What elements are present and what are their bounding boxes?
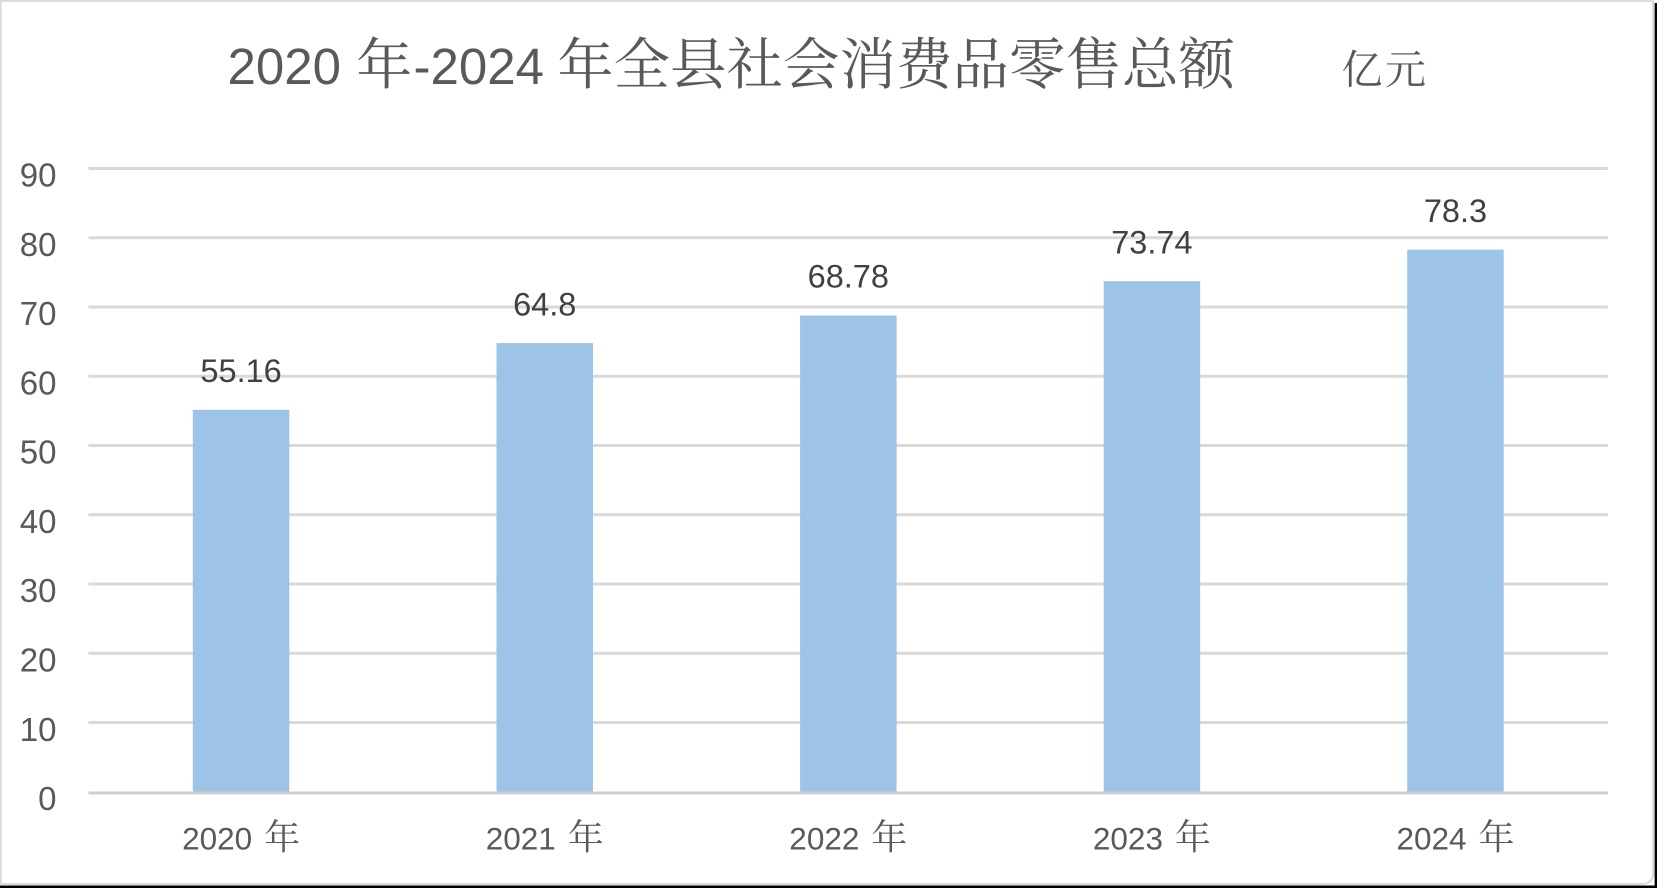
- svg-text:60: 60: [20, 365, 57, 402]
- svg-text:78.3: 78.3: [1424, 193, 1487, 229]
- svg-text:10: 10: [20, 711, 57, 748]
- svg-text:64.8: 64.8: [513, 286, 576, 322]
- svg-text:90: 90: [20, 157, 57, 194]
- svg-text:73.74: 73.74: [1111, 224, 1192, 260]
- svg-text:2020: 2020: [182, 821, 252, 857]
- svg-text:80: 80: [20, 226, 57, 263]
- svg-text:30: 30: [20, 572, 57, 609]
- svg-text:70: 70: [20, 295, 57, 332]
- svg-text:2024: 2024: [1397, 821, 1467, 857]
- svg-text:2023: 2023: [1093, 821, 1163, 857]
- svg-text:2021: 2021: [486, 821, 556, 857]
- svg-text:50: 50: [20, 434, 57, 471]
- svg-text:68.78: 68.78: [808, 259, 889, 295]
- svg-text:-2024: -2024: [414, 38, 544, 95]
- svg-text:40: 40: [20, 503, 57, 540]
- svg-text:0: 0: [38, 780, 56, 817]
- svg-text:2022: 2022: [789, 821, 859, 857]
- svg-text:20: 20: [20, 642, 57, 679]
- svg-text:2020: 2020: [228, 38, 341, 95]
- svg-text:55.16: 55.16: [200, 353, 281, 389]
